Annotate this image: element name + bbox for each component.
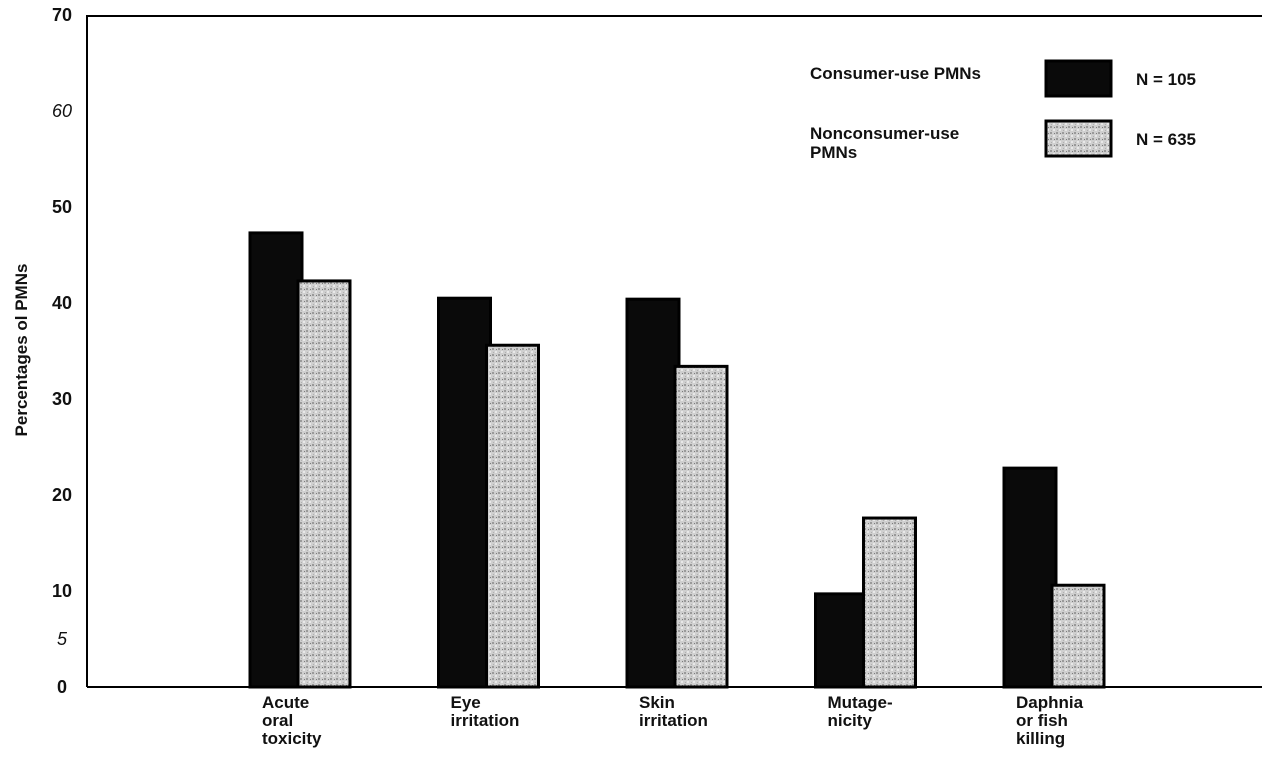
legend-label: PMNs [810, 143, 857, 162]
y-axis-label: Percentages ol PMNs [12, 264, 31, 437]
x-category-label: or fish [1016, 711, 1068, 730]
y-tick-label: 20 [52, 485, 72, 505]
legend: Consumer-use PMNs N = 105 Nonconsumer-useP… [810, 61, 1196, 162]
y-tick-label: 10 [52, 581, 72, 601]
x-category-label: irritation [639, 711, 708, 730]
bar-consumer-use [627, 299, 679, 687]
legend-label: Nonconsumer-use [810, 124, 959, 143]
x-category-label: Skin [639, 693, 675, 712]
bar-consumer-use [816, 594, 868, 687]
bars [250, 233, 1104, 687]
legend-swatch [1046, 61, 1111, 96]
bar-nonconsumer-use [1052, 585, 1104, 687]
x-category-label: irritation [451, 711, 520, 730]
x-category-label: Acute [262, 693, 309, 712]
bar-nonconsumer-use [487, 345, 539, 687]
bar-consumer-use [1004, 468, 1056, 687]
bar-nonconsumer-use [864, 518, 916, 687]
y-tick-label: 70 [52, 5, 72, 25]
y-tick-label: 50 [52, 197, 72, 217]
y-tick-label: 30 [52, 389, 72, 409]
x-category-label: nicity [828, 711, 873, 730]
y-tick-label: 0 [57, 677, 67, 697]
x-category-label: Eye [451, 693, 481, 712]
bar-nonconsumer-use [298, 281, 350, 687]
x-category-label: toxicity [262, 729, 322, 748]
x-category-label: Daphnia [1016, 693, 1084, 712]
x-category-label: Mutage- [828, 693, 893, 712]
y-tick-label: 5 [57, 629, 68, 649]
y-tick-label: 40 [52, 293, 72, 313]
x-category-labels: AcuteoraltoxicityEyeirritationSkinirrita… [262, 693, 1084, 748]
x-category-label: killing [1016, 729, 1065, 748]
legend-n-label: N = 105 [1136, 70, 1196, 89]
legend-label: Consumer-use PMNs [810, 64, 981, 83]
y-tick-label: 60 [52, 101, 72, 121]
legend-n-label: N = 635 [1136, 130, 1196, 149]
bar-nonconsumer-use [675, 366, 727, 687]
bar-consumer-use [250, 233, 302, 687]
bar-consumer-use [439, 298, 491, 687]
x-category-label: oral [262, 711, 293, 730]
legend-swatch [1046, 121, 1111, 156]
